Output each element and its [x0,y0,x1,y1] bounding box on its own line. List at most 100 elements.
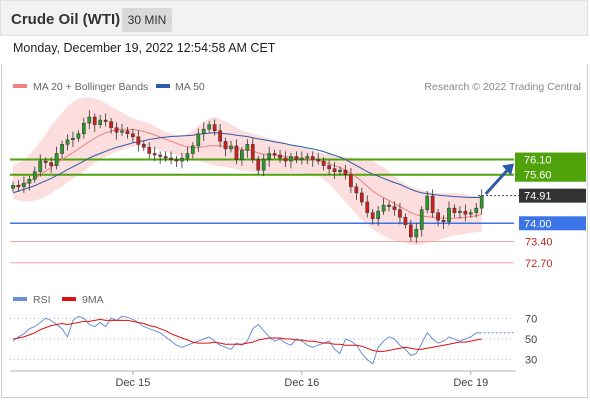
candle-up [474,207,479,213]
candle-up [87,116,92,124]
candle-down [234,145,239,160]
ma50-legend-swatch [156,84,170,88]
candle-up [261,159,266,171]
candle-down [365,201,370,213]
candle-up [289,156,293,162]
candle-down [136,136,141,145]
last-price-label: 74.91 [524,191,552,203]
candle-up [11,185,15,189]
candle-up [65,139,70,145]
resistance-label: 75.60 [524,170,552,182]
forecast-arrow [484,163,514,195]
candle-down [316,159,321,162]
candle-down [332,168,337,172]
candle-down [109,121,113,128]
rsi-ma-line [12,318,482,352]
candle-up [425,195,430,210]
candle-down [349,174,353,188]
x-axis-label: Dec 19 [453,377,488,389]
candle-down [250,144,255,160]
x-axis-label: Dec 15 [115,377,150,389]
candle-up [180,157,184,162]
candle-down [398,209,402,218]
candle-up [468,212,473,215]
rsi-tick-label: 70 [525,313,537,325]
bollinger-bands [13,97,482,246]
candle-up [245,144,250,151]
candle-down [141,144,146,148]
candle-up [54,153,59,166]
candle-down [370,212,375,219]
candle-up [240,150,244,160]
candle-down [436,212,440,221]
candle-down [354,186,359,194]
candle-down [403,216,408,226]
candle-up [196,133,201,147]
rsi-tick-label: 50 [525,334,537,346]
candle-up [305,156,310,159]
level-labels: 74.91 74.00 73.40 72.70 76.10 75.60 [515,152,586,270]
candlesticks [11,110,484,244]
candle-up [207,124,212,130]
candle-up [27,179,32,184]
candle-up [229,145,233,150]
candle-down [114,127,119,133]
candle-up [185,153,190,159]
candle-down [131,133,135,138]
candle-up [338,169,342,172]
chart-frame [1,64,588,398]
candle-up [32,171,37,180]
header-bar: Crude Oil (WTI) 30 MIN [0,0,588,36]
candle-down [463,210,468,215]
candle-down [43,160,48,163]
rsi-panel: 70 50 30 [10,313,537,367]
candle-up [414,229,419,238]
candle-down [452,207,457,213]
candle-down [321,160,326,166]
candle-up [191,145,195,154]
candle-up [447,207,451,223]
rsi-legend-swatch [13,297,27,301]
rsi-tick-label: 30 [525,355,537,367]
candle-down [310,156,315,160]
timeframe-button[interactable]: 30 MIN [122,8,172,32]
candle-down [327,165,331,169]
candle-down [212,124,217,131]
candle-up [76,133,81,139]
ma20-legend-label: MA 20 + Bollinger Bands [33,81,148,93]
candle-down [387,204,391,207]
rsi-ma-legend-label: 9MA [82,294,104,306]
chart-credit: Research © 2022 Trading Central [424,81,581,93]
candle-up [60,144,64,154]
support-label: 73.40 [525,237,553,249]
candle-down [392,206,397,210]
rsi-line [12,315,482,365]
forecast-arrow-shaft [484,168,510,195]
candle-up [300,157,304,160]
candle-down [92,116,97,125]
instrument-title: Crude Oil (WTI) [11,11,121,28]
candle-down [409,224,413,238]
x-axis: Dec 15 Dec 16 Dec 19 [10,370,516,389]
ma50-line [12,132,482,198]
bollinger-band-area [13,97,482,246]
candle-up [38,160,43,172]
rsi-legend-label: RSI [33,294,51,306]
ma50-legend-label: MA 50 [175,81,205,93]
candle-up [458,210,462,213]
candle-down [272,153,277,156]
candle-down [103,119,108,122]
candle-up [120,130,124,133]
rsi-legend: RSI 9MA [13,294,104,306]
candle-down [278,154,282,159]
ma20-legend-swatch [13,84,27,88]
candle-up [267,153,271,160]
support-label: 72.70 [525,258,553,270]
candle-down [256,159,261,171]
candle-down [169,157,173,160]
candle-down [158,154,163,157]
candle-down [163,156,168,159]
candle-up [479,195,484,209]
candle-up [201,128,206,134]
